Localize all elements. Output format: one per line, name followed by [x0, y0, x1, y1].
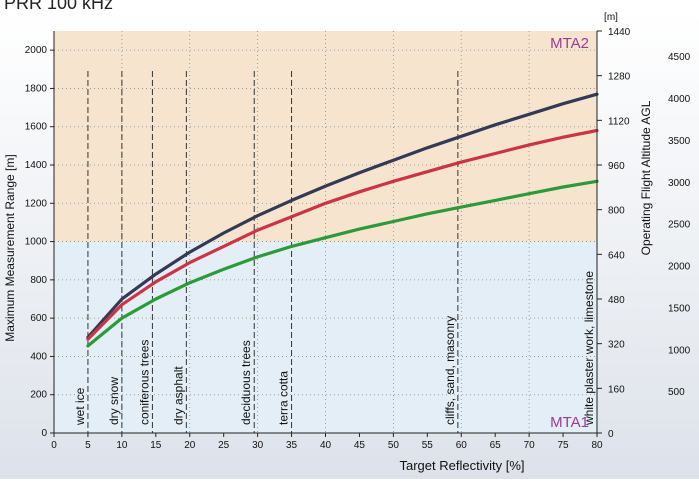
x-tick-label: 5: [85, 440, 91, 451]
y3-tick-label: 4000: [668, 94, 691, 105]
y-tick-label: 1800: [25, 83, 48, 94]
annotation-label: wet ice: [73, 387, 87, 426]
regions-layer: MTA1 MTA2: [54, 31, 597, 433]
y2-tick-label: 160: [608, 384, 625, 395]
y-tick-label: 600: [30, 313, 47, 324]
y2-axis-unit: [m]: [604, 12, 618, 23]
y-axis-label: Maximum Measurement Range [m]: [3, 154, 17, 341]
y3-tick-label: 500: [668, 387, 685, 398]
y3-tick-label: 2500: [668, 220, 691, 231]
series-line-1: [86, 92, 599, 339]
y3-tick-label: 3000: [668, 178, 691, 189]
y2-tick-label: 1120: [608, 116, 630, 127]
series-line-3: [86, 179, 599, 348]
series-layer: [86, 92, 599, 348]
x-tick-label: 60: [456, 440, 468, 451]
x-tick-label: 0: [51, 440, 57, 451]
header-text: PRR 100 kHz: [4, 0, 113, 13]
y3-tick-label: 2000: [668, 262, 691, 273]
y2-tick-label: 800: [608, 206, 625, 217]
series-line-2: [86, 128, 599, 341]
annotation-label: white plaster work, limestone: [582, 271, 596, 426]
y-tick-label: 2000: [25, 45, 48, 56]
x-tick-label: 30: [252, 440, 264, 451]
y-tick-label: 200: [30, 390, 47, 401]
x-tick-label: 50: [388, 440, 400, 451]
y2-tick-label: 0: [608, 429, 614, 440]
annotation-label: coniferous trees: [137, 340, 151, 425]
annotation-label: terra cotta: [277, 371, 291, 425]
y3-axis-label: Operating Flight Altitude AGL: [639, 100, 653, 255]
grid-layer: [54, 31, 597, 433]
x-axis-label: Target Reflectivity [%]: [400, 458, 525, 473]
annotations-layer: wet ice dry snow coniferous trees dry aspha…: [73, 71, 598, 433]
x-tick-label: 10: [116, 440, 128, 451]
region-mta2: [54, 31, 597, 242]
y3-tick-label: 1000: [668, 345, 691, 356]
annotation-label: dry asphalt: [171, 366, 185, 425]
x-tick-label: 35: [286, 440, 298, 451]
x-tick-label: 80: [591, 440, 603, 451]
x-tick-label: 20: [184, 440, 196, 451]
y-tick-label: 1000: [25, 237, 48, 248]
axes-layer: 0 5 10 15 20 25 30 35 40 45 50 55 60 65 70 75 8002004006…: [25, 27, 691, 451]
x-tick-label: 70: [524, 440, 536, 451]
y-tick-label: 1400: [25, 160, 48, 171]
x-tick-label: 15: [150, 440, 162, 451]
annotation-label: dry snow: [107, 377, 121, 425]
y2-tick-label: 480: [608, 295, 625, 306]
x-tick-label: 55: [422, 440, 434, 451]
y2-tick-label: 960: [608, 161, 625, 172]
y3-tick-label: 3500: [668, 136, 691, 147]
y3-tick-label: 1500: [668, 303, 691, 314]
x-tick-label: 75: [558, 440, 570, 451]
y-tick-label: 800: [30, 275, 47, 286]
y-tick-label: 400: [30, 351, 47, 362]
x-tick-label: 25: [218, 440, 230, 451]
x-tick-label: 40: [320, 440, 332, 451]
y2-tick-label: 1280: [608, 72, 631, 83]
region-label-mta2: MTA2: [550, 35, 589, 52]
y3-tick-label: 4500: [668, 52, 691, 63]
x-tick-label: 65: [490, 440, 502, 451]
y2-tick-label: 640: [608, 250, 625, 261]
y-tick-label: 0: [41, 428, 47, 439]
y2-tick-label: 1440: [608, 27, 631, 38]
y-tick-label: 1600: [25, 122, 48, 133]
annotation-label: deciduous trees: [239, 340, 253, 425]
region-label-mta1: MTA1: [550, 414, 589, 431]
x-tick-label: 45: [354, 440, 366, 451]
y2-tick-label: 320: [608, 340, 625, 351]
annotation-label: cliffs, sand, masonry: [443, 316, 457, 425]
region-mta1: [54, 241, 597, 433]
y-tick-label: 1200: [25, 198, 48, 209]
